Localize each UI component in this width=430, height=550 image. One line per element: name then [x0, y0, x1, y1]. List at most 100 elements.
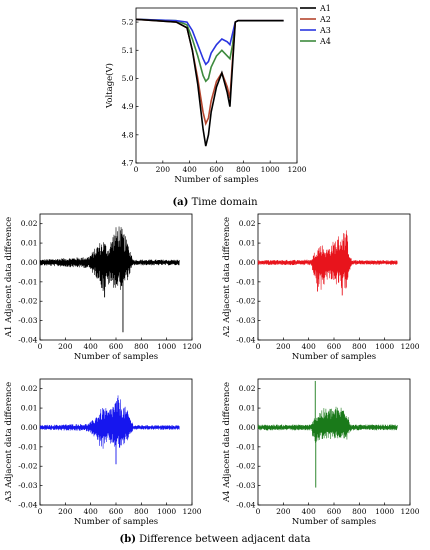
a1-ytick-label: 0.00	[21, 258, 38, 267]
noise-trace-a2	[257, 230, 398, 290]
a3-ylabel: A3 Adjacent data difference	[4, 382, 14, 503]
a2-xtick-label: 600	[327, 342, 342, 351]
difference-chart-a3: 0 200 400 600 800 1000 1200 -0.04 -0.03 -0.02 -0.0…	[4, 378, 202, 527]
caption-b-text: Difference between adjacent data	[135, 534, 311, 545]
caption-b: (b) Difference between adjacent data	[0, 534, 430, 545]
a2-xtick-label: 0	[256, 342, 261, 351]
a4-ytick-label: 0.00	[239, 423, 256, 432]
a2-xtick-label: 400	[302, 342, 317, 351]
series-line-a4	[135, 18, 284, 83]
a1-ytick-label: 0.02	[21, 219, 38, 228]
a4-ytick-label: -0.02	[236, 462, 255, 471]
top-ylabel: Voltage(V)	[104, 63, 115, 109]
a3-ytick-label: -0.02	[18, 462, 37, 471]
top-xtick-label: 800	[236, 165, 251, 174]
difference-chart-a1: 0 200 400 600 800 1000 1200 -0.04 -0.03 -0.02 -0.0…	[4, 213, 202, 362]
top-ytick-label: 4.9	[122, 102, 134, 111]
caption-a-text: Time domain	[188, 197, 258, 208]
a4-ytick-label: -0.03	[236, 481, 255, 490]
a1-xtick-label: 600	[109, 342, 124, 351]
a4-ylabel: A4 Adjacent data difference	[222, 382, 232, 503]
a1-xtick-label: 1200	[182, 342, 201, 351]
time-domain-chart: 0 200 400 600 800 1000 1200 4.7 4.8 4.9 5.0 5.1 5.2 N…	[104, 4, 331, 185]
difference-chart-a2: 0 200 400 600 800 1000 1200 -0.04 -0.03 -0.02 -0.0…	[222, 213, 420, 362]
a1-xtick-label: 800	[134, 342, 149, 351]
top-xtick-label: 200	[156, 165, 171, 174]
a3-xtick-label: 800	[134, 507, 149, 516]
top-xtick-label: 1000	[261, 165, 280, 174]
a2-ytick-label: 0.02	[239, 219, 256, 228]
a3-ytick-label: 0.01	[21, 404, 38, 413]
a3-ytick-label: 0.02	[21, 384, 38, 393]
difference-chart-a4: 0 200 400 600 800 1000 1200 -0.04 -0.03 -0.02 -0.0…	[222, 378, 420, 527]
a4-ytick-label: 0.02	[239, 384, 256, 393]
a3-ytick-label: -0.04	[18, 501, 37, 510]
a4-xtick-label: 400	[302, 507, 317, 516]
caption-a-letter: (a)	[172, 197, 189, 208]
a3-ytick-label: 0.00	[21, 423, 38, 432]
a2-ytick-label: -0.02	[236, 297, 255, 306]
caption-a: (a) Time domain	[0, 197, 430, 208]
a2-ylabel: A2 Adjacent data difference	[222, 217, 232, 338]
a3-ytick-label: -0.01	[18, 442, 37, 451]
a4-ytick-label: 0.01	[239, 404, 256, 413]
series-line-a1	[135, 18, 284, 147]
top-xtick-label: 1200	[287, 165, 306, 174]
a3-xtick-label: 1200	[182, 507, 201, 516]
legend-label-a3: A3	[319, 26, 331, 35]
a4-ytick-label: -0.01	[236, 442, 255, 451]
a1-xtick-label: 0	[38, 342, 43, 351]
noise-trace-a4	[257, 406, 398, 443]
top-xtick-label: 0	[134, 165, 139, 174]
a4-xlabel: Number of samples	[292, 517, 376, 527]
a4-xtick-label: 200	[276, 507, 291, 516]
top-ytick-label: 4.8	[122, 130, 134, 139]
a1-ylabel: A1 Adjacent data difference	[4, 217, 14, 338]
a1-xtick-label: 1000	[157, 342, 176, 351]
top-xtick-label: 600	[209, 165, 224, 174]
a1-xtick-label: 200	[58, 342, 73, 351]
a3-ytick-label: -0.03	[18, 481, 37, 490]
top-ytick-label: 5.0	[122, 74, 134, 83]
top-xtick-label: 400	[183, 165, 198, 174]
a3-xtick-label: 1000	[157, 507, 176, 516]
caption-b-letter: (b)	[119, 534, 136, 545]
a2-xlabel: Number of samples	[292, 352, 376, 362]
legend-label-a2: A2	[319, 15, 331, 24]
noise-trace-a1	[39, 226, 180, 292]
top-ytick-label: 5.1	[122, 46, 134, 55]
legend-label-a1: A1	[319, 4, 331, 13]
a1-xtick-label: 400	[84, 342, 99, 351]
a2-xtick-label: 800	[352, 342, 367, 351]
a4-xtick-label: 1200	[400, 507, 419, 516]
a2-ytick-label: 0.00	[239, 258, 256, 267]
a1-xlabel: Number of samples	[74, 352, 158, 362]
a2-ytick-label: -0.04	[236, 336, 255, 345]
a3-xtick-label: 600	[109, 507, 124, 516]
a2-ytick-label: -0.03	[236, 316, 255, 325]
top-xlabel: Number of samples	[174, 175, 258, 185]
a3-xlabel: Number of samples	[74, 517, 158, 527]
a3-xtick-label: 200	[58, 507, 73, 516]
a4-ytick-label: -0.04	[236, 501, 255, 510]
noise-trace-a3	[39, 395, 180, 449]
a1-ytick-label: -0.03	[18, 316, 37, 325]
a2-ytick-label: -0.01	[236, 277, 255, 286]
a4-xtick-label: 800	[352, 507, 367, 516]
a2-xtick-label: 200	[276, 342, 291, 351]
a1-ytick-label: -0.04	[18, 336, 37, 345]
a4-xtick-label: 600	[327, 507, 342, 516]
top-ytick-label: 4.7	[122, 159, 134, 168]
a1-ytick-label: 0.01	[21, 239, 38, 248]
a1-ytick-label: -0.01	[18, 277, 37, 286]
a3-xtick-label: 0	[38, 507, 43, 516]
a2-frame	[257, 213, 411, 341]
a2-ytick-label: 0.01	[239, 239, 256, 248]
a2-xtick-label: 1200	[400, 342, 419, 351]
legend-label-a4: A4	[319, 37, 331, 46]
a4-xtick-label: 1000	[375, 507, 394, 516]
a4-frame	[257, 378, 411, 506]
series-line-a3	[135, 18, 284, 66]
top-ytick-label: 5.2	[122, 18, 134, 27]
